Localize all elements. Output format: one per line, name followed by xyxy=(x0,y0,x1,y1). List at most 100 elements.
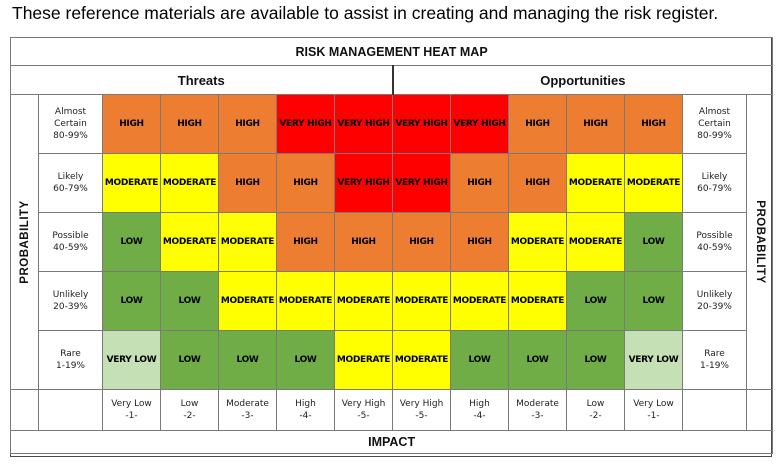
probability-level-line: Likely xyxy=(57,172,84,182)
probability-level-line: Almost xyxy=(698,107,731,117)
probability-level-line: Possible xyxy=(696,231,733,241)
risk-cell: MODERATE xyxy=(334,330,393,390)
risk-cell: LOW xyxy=(566,271,625,331)
impact-level: Very Low -1- xyxy=(624,389,683,431)
probability-level-left: Likely 60-79% xyxy=(38,153,103,213)
risk-cell: MODERATE xyxy=(276,271,335,331)
probability-level-line: 20-39% xyxy=(53,302,88,312)
probability-level-line: 40-59% xyxy=(53,243,88,253)
probability-level-line: Certain xyxy=(698,119,731,129)
impact-level: High -4- xyxy=(450,389,509,431)
impact-corner-right xyxy=(745,389,774,431)
threats-header: Threats xyxy=(10,65,394,95)
probability-level-line: 60-79% xyxy=(53,184,88,194)
probability-level-line: Almost xyxy=(54,107,87,117)
risk-cell: LOW xyxy=(508,330,567,390)
impact-level-line: Moderate xyxy=(226,399,269,409)
impact-level-line: Very High xyxy=(399,399,444,409)
probability-level-line: Unlikely xyxy=(696,290,733,300)
probability-level-line: Likely xyxy=(701,172,728,182)
impact-level: Very High -5- xyxy=(392,389,451,431)
probability-level-line: 80-99% xyxy=(53,131,88,141)
risk-cell: MODERATE xyxy=(218,271,277,331)
impact-corner-left xyxy=(10,389,39,431)
probability-level-left: Almost Certain 80-99% xyxy=(38,94,103,154)
risk-cell: MODERATE xyxy=(160,153,219,213)
risk-cell: MODERATE xyxy=(624,153,683,213)
probability-level-line: Certain xyxy=(54,119,87,129)
risk-cell: LOW xyxy=(566,330,625,390)
risk-cell: LOW xyxy=(102,271,161,331)
impact-level: Moderate -3- xyxy=(218,389,277,431)
risk-cell: LOW xyxy=(624,212,683,272)
probability-level-line: Possible xyxy=(52,231,89,241)
risk-cell: MODERATE xyxy=(392,330,451,390)
impact-level-line: Low xyxy=(180,399,199,409)
probability-level-line: Rare xyxy=(704,349,725,359)
impact-level-line: Very Low xyxy=(111,399,152,409)
probability-level-line: 20-39% xyxy=(697,302,732,312)
risk-cell: MODERATE xyxy=(566,212,625,272)
impact-level-line: -3- xyxy=(241,411,254,421)
impact-label: IMPACT xyxy=(9,430,774,454)
impact-level-line: High xyxy=(295,399,316,409)
impact-corner-right-level xyxy=(682,389,747,431)
probability-level-line: 60-79% xyxy=(697,184,732,194)
impact-level-line: Very Low xyxy=(633,399,674,409)
risk-cell: VERY HIGH xyxy=(450,94,509,154)
probability-level-right: Likely 60-79% xyxy=(682,153,747,213)
risk-cell: MODERATE xyxy=(450,271,509,331)
intro-text: These reference materials are available … xyxy=(12,3,719,23)
risk-cell: MODERATE xyxy=(334,271,393,331)
risk-cell: VERY HIGH xyxy=(392,153,451,213)
risk-cell: MODERATE xyxy=(566,153,625,213)
impact-level-line: Moderate xyxy=(516,399,559,409)
probability-level-line: Rare xyxy=(60,349,81,359)
risk-cell: HIGH xyxy=(508,94,567,154)
risk-cell: VERY LOW xyxy=(624,330,683,390)
probability-axis-right: PROBABILITY xyxy=(745,94,774,390)
probability-level-left: Possible 40-59% xyxy=(38,212,103,272)
probability-level-right: Possible 40-59% xyxy=(682,212,747,272)
risk-cell: HIGH xyxy=(392,212,451,272)
impact-level-line: Very High xyxy=(341,399,386,409)
probability-level-right: Unlikely 20-39% xyxy=(682,271,747,331)
impact-level-line: -2- xyxy=(589,411,602,421)
risk-cell: HIGH xyxy=(276,212,335,272)
risk-cell: HIGH xyxy=(276,153,335,213)
risk-cell: HIGH xyxy=(508,153,567,213)
risk-cell: LOW xyxy=(624,271,683,331)
impact-level-line: -1- xyxy=(125,411,138,421)
probability-label-right: PROBABILITY xyxy=(753,200,766,284)
impact-level: Very Low -1- xyxy=(102,389,161,431)
impact-level-line: -1- xyxy=(647,411,660,421)
risk-cell: HIGH xyxy=(624,94,683,154)
probability-level-line: 80-99% xyxy=(697,131,732,141)
probability-level-line: Unlikely xyxy=(52,290,89,300)
impact-level: Low -2- xyxy=(566,389,625,431)
impact-level: Low -2- xyxy=(160,389,219,431)
impact-level-line: -3- xyxy=(531,411,544,421)
probability-level-line: 1-19% xyxy=(700,361,729,371)
heat-map-title: RISK MANAGEMENT HEAT MAP xyxy=(9,37,774,66)
probability-level-right: Rare 1-19% xyxy=(682,330,747,390)
probability-level-left: Unlikely 20-39% xyxy=(38,271,103,331)
risk-cell: VERY HIGH xyxy=(392,94,451,154)
risk-cell: HIGH xyxy=(450,153,509,213)
risk-cell: MODERATE xyxy=(102,153,161,213)
probability-level-line: 1-19% xyxy=(56,361,85,371)
impact-level: High -4- xyxy=(276,389,335,431)
impact-level-line: -5- xyxy=(415,411,428,421)
impact-level: Moderate -3- xyxy=(508,389,567,431)
risk-cell: HIGH xyxy=(218,94,277,154)
risk-cell: LOW xyxy=(276,330,335,390)
risk-cell: HIGH xyxy=(218,153,277,213)
risk-cell: MODERATE xyxy=(508,271,567,331)
impact-level-line: Low xyxy=(586,399,605,409)
impact-level-line: -4- xyxy=(299,411,312,421)
risk-cell: LOW xyxy=(102,212,161,272)
probability-axis-left: PROBABILITY xyxy=(10,94,39,390)
risk-cell: HIGH xyxy=(160,94,219,154)
opportunities-header: Opportunities xyxy=(391,65,774,95)
risk-cell: MODERATE xyxy=(392,271,451,331)
